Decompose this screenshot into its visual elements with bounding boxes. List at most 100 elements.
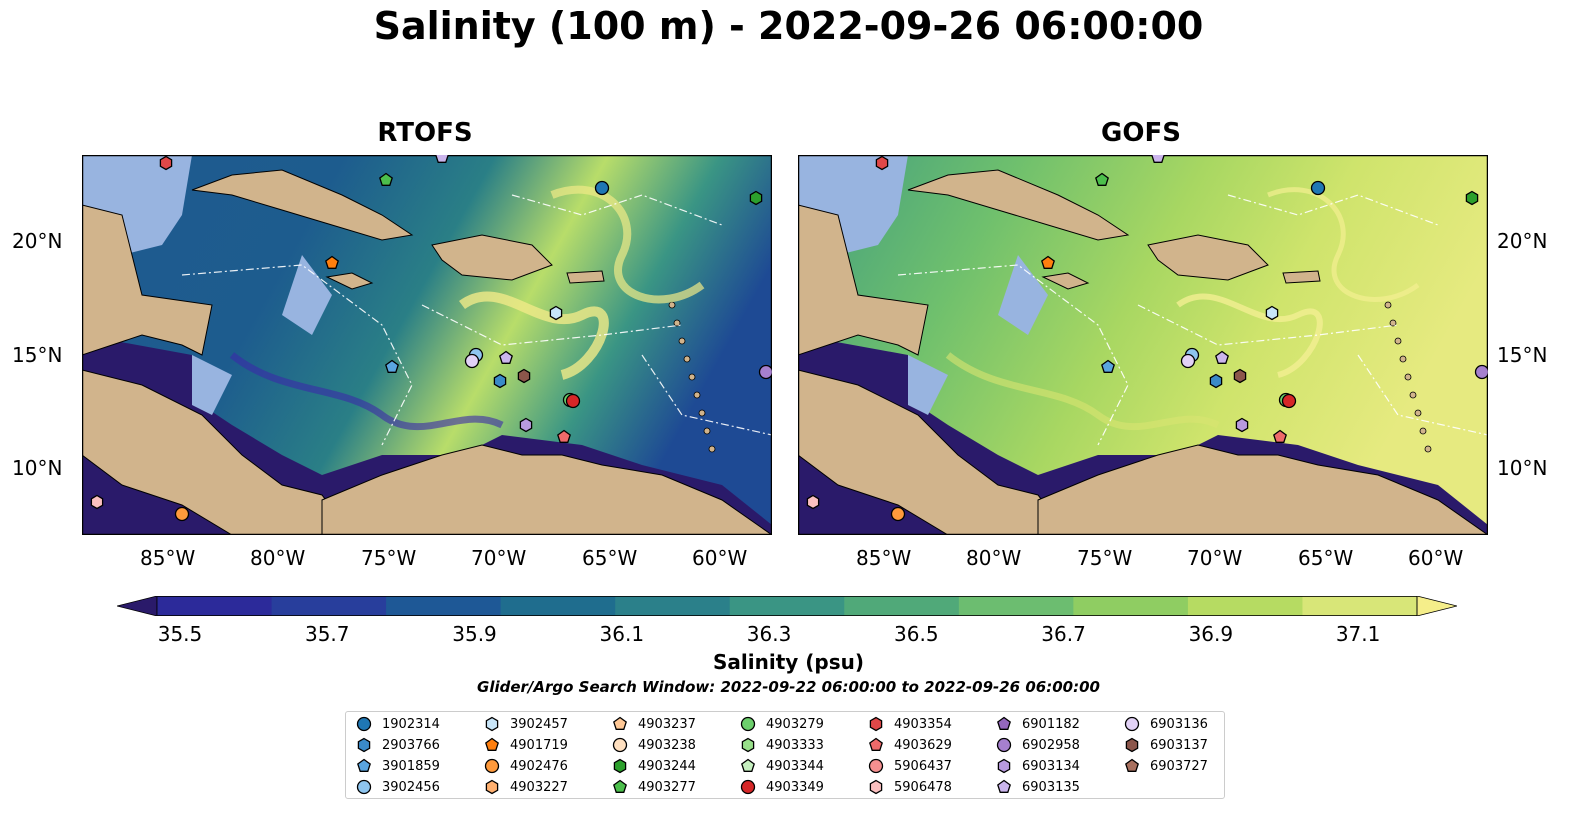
legend-label: 3901859 bbox=[382, 758, 440, 774]
legend-label: 4903333 bbox=[766, 737, 824, 753]
lon-tick-label: 85°W bbox=[856, 546, 912, 570]
legend-label: 6902958 bbox=[1022, 737, 1080, 753]
legend-marker bbox=[869, 779, 883, 795]
legend-marker bbox=[613, 716, 627, 730]
gofs-float-marker bbox=[1310, 180, 1326, 196]
legend-marker bbox=[1125, 737, 1139, 753]
legend-marker bbox=[741, 737, 755, 753]
colorbar-title: Salinity (psu) bbox=[712, 650, 864, 674]
colorbar-tick-label: 36.5 bbox=[894, 622, 939, 646]
lat-tick-label: 10°N bbox=[1497, 456, 1548, 480]
panel-title-gofs: GOFS bbox=[1101, 118, 1181, 148]
lat-tick-label: 20°N bbox=[12, 229, 63, 253]
legend-item: 6903135 bbox=[996, 777, 1080, 797]
legend-item: 5906437 bbox=[868, 756, 952, 776]
legend-item: 6903727 bbox=[1124, 756, 1208, 776]
rtofs-float-marker bbox=[325, 255, 339, 269]
rtofs-float-marker bbox=[565, 393, 581, 409]
legend-label: 4903349 bbox=[766, 779, 824, 795]
colorbar-tick-label: 35.9 bbox=[452, 622, 497, 646]
gofs-float-marker bbox=[1151, 155, 1165, 163]
legend-marker bbox=[740, 779, 756, 795]
legend-item: 4903244 bbox=[612, 756, 696, 776]
legend-label: 4903237 bbox=[638, 716, 696, 732]
lon-tick-label: 60°W bbox=[692, 546, 748, 570]
rtofs-float-marker bbox=[557, 429, 571, 443]
lat-tick-label: 15°N bbox=[12, 343, 63, 367]
legend-marker bbox=[868, 758, 884, 774]
legend-label: 3902456 bbox=[382, 779, 440, 795]
legend-marker bbox=[997, 716, 1011, 730]
rtofs-float-marker bbox=[499, 350, 513, 364]
legend-item: 3902456 bbox=[356, 777, 440, 797]
colorbar-tick-label: 35.5 bbox=[157, 622, 203, 646]
rtofs-float-marker bbox=[464, 353, 480, 369]
legend-marker bbox=[1125, 758, 1139, 772]
legend-label: 6903135 bbox=[1022, 779, 1080, 795]
legend-label: 5906437 bbox=[894, 758, 952, 774]
legend-item: 5906478 bbox=[868, 777, 952, 797]
legend-item: 4903344 bbox=[740, 756, 824, 776]
legend-marker bbox=[485, 779, 499, 795]
legend-item: 1902314 bbox=[356, 714, 440, 734]
lon-tick-label: 65°W bbox=[1298, 546, 1354, 570]
legend-item: 4903277 bbox=[612, 777, 696, 797]
rtofs-float-marker bbox=[517, 368, 531, 384]
colorbar-tick-label: 36.1 bbox=[599, 622, 645, 646]
lon-tick-label: 80°W bbox=[250, 546, 306, 570]
legend-marker bbox=[357, 758, 371, 772]
rtofs-float-marker bbox=[435, 155, 449, 163]
legend-label: 4902476 bbox=[510, 758, 568, 774]
legend-label: 1902314 bbox=[382, 716, 440, 732]
legend-item: 6903137 bbox=[1124, 735, 1208, 755]
legend-label: 4903238 bbox=[638, 737, 696, 753]
legend-item: 4901719 bbox=[484, 735, 568, 755]
legend-marker bbox=[613, 758, 627, 774]
legend-item: 4902476 bbox=[484, 756, 568, 776]
legend-marker bbox=[612, 737, 628, 753]
legend-label: 4903354 bbox=[894, 716, 952, 732]
gofs-float-marker bbox=[1474, 364, 1488, 380]
legend-label: 6903134 bbox=[1022, 758, 1080, 774]
legend-item: 4903227 bbox=[484, 777, 568, 797]
legend-marker bbox=[484, 758, 500, 774]
legend-marker bbox=[997, 779, 1011, 793]
lon-tick-label: 60°W bbox=[1408, 546, 1464, 570]
legend-marker bbox=[1124, 716, 1140, 732]
legend-marker bbox=[356, 716, 372, 732]
legend-item: 6903136 bbox=[1124, 714, 1208, 734]
rtofs-float-marker bbox=[385, 359, 399, 373]
legend-label: 3902457 bbox=[510, 716, 568, 732]
legend-item: 4903238 bbox=[612, 735, 696, 755]
lon-tick-label: 80°W bbox=[966, 546, 1022, 570]
legend-marker bbox=[869, 716, 883, 732]
rtofs-float-marker bbox=[159, 155, 173, 171]
rtofs-float-marker bbox=[379, 172, 393, 186]
legend-item: 6901182 bbox=[996, 714, 1080, 734]
colorbar-tick-label: 35.7 bbox=[304, 622, 350, 646]
rtofs-float-marker bbox=[749, 190, 763, 206]
legend-item: 4903333 bbox=[740, 735, 824, 755]
gofs-float-marker bbox=[1265, 305, 1279, 321]
gofs-float-marker bbox=[875, 155, 889, 171]
legend-label: 4903277 bbox=[638, 779, 696, 795]
legend-label: 6903136 bbox=[1150, 716, 1208, 732]
lon-tick-label: 75°W bbox=[361, 546, 417, 570]
legend-label: 4903244 bbox=[638, 758, 696, 774]
legend-marker bbox=[356, 779, 372, 795]
legend-item: 4903279 bbox=[740, 714, 824, 734]
legend-label: 4901719 bbox=[510, 737, 568, 753]
legend-marker bbox=[740, 716, 756, 732]
legend-item: 4903237 bbox=[612, 714, 696, 734]
legend-marker bbox=[613, 779, 627, 793]
colorbar-tick-label: 36.9 bbox=[1188, 622, 1234, 646]
rtofs-float-marker bbox=[594, 180, 610, 196]
legend-marker bbox=[357, 737, 371, 753]
gofs-float-marker bbox=[1235, 417, 1249, 433]
gofs-float-marker bbox=[1095, 172, 1109, 186]
legend-label: 6903727 bbox=[1150, 758, 1208, 774]
gofs-float-marker bbox=[1273, 429, 1287, 443]
legend-label: 4903344 bbox=[766, 758, 824, 774]
legend-item: 6902958 bbox=[996, 735, 1080, 755]
lon-tick-label: 70°W bbox=[471, 546, 527, 570]
